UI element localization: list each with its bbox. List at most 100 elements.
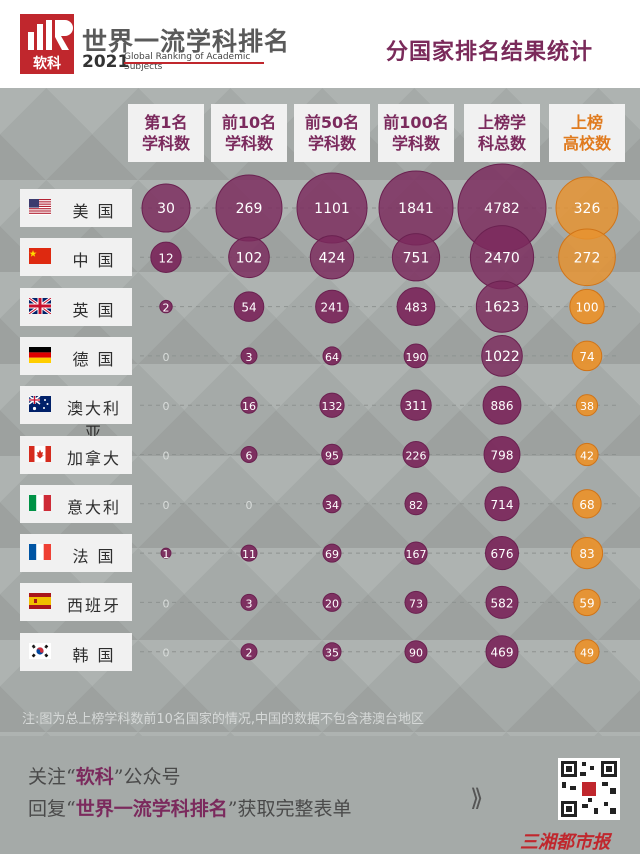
column-header-line2: 学科数 — [224, 134, 273, 153]
bubble-value-label: 54 — [241, 301, 256, 315]
brand-subtitle: Global Ranking of Academic Subjects — [124, 52, 251, 72]
footer-reply-text: 回复“世界一流学科排名”获取完整表单 — [28, 798, 352, 820]
column-header-line1: 前100名 — [383, 113, 449, 132]
bubble — [475, 280, 529, 333]
bubble — [228, 236, 270, 279]
country-name: 德 国 — [72, 349, 116, 369]
bubble — [322, 543, 342, 563]
column-header-line1: 前50名 — [304, 113, 360, 132]
country-name: 意大利 — [66, 497, 121, 517]
bubble — [391, 233, 441, 282]
column-header: 上榜 高校数 — [549, 104, 625, 162]
bubble-value-label: 272 — [574, 250, 601, 266]
bubble-value-label: 30 — [157, 201, 175, 217]
bubble — [404, 640, 428, 664]
bubble-value-label: 0 — [163, 400, 170, 413]
bubble-value-label: 0 — [163, 450, 170, 463]
bubble-value-label: 100 — [576, 301, 599, 315]
column-header: 前50名学科数 — [294, 104, 370, 162]
column-header: 前100名 学科数 — [378, 104, 454, 162]
bubble-value-label: 2 — [246, 647, 253, 660]
bubble-value-label: 0 — [163, 597, 170, 610]
bubble — [150, 241, 182, 273]
country-name: 美 国 — [72, 202, 116, 221]
country-name: 西班牙 — [66, 596, 121, 616]
bubble-value-label: 751 — [403, 250, 430, 266]
column-header: 前10名学科数 — [211, 104, 287, 162]
column-header-line1: 前10名 — [221, 113, 277, 132]
country-row-label: 德 国 — [20, 336, 132, 375]
bubble — [319, 392, 345, 418]
bubble — [233, 291, 265, 322]
bubble-value-label: 1 — [163, 548, 170, 561]
column-header: 第1名 学科数 — [128, 104, 204, 162]
bubble-value-label: 42 — [580, 450, 594, 463]
bubble-value-label: 0 — [163, 499, 170, 512]
bubble-value-label: 714 — [491, 498, 514, 512]
bubble — [404, 590, 428, 614]
bubble-value-label: 49 — [580, 647, 594, 660]
cn-flag-icon — [29, 248, 51, 265]
bubble-value-label: 132 — [322, 400, 343, 413]
bubble — [484, 486, 520, 522]
country-row-label: 加拿大 — [20, 435, 132, 474]
bubble — [404, 541, 428, 565]
bubble-value-label: 1022 — [484, 349, 520, 365]
bubble-value-label: 16 — [242, 400, 256, 413]
bubble — [400, 389, 432, 421]
bubble-value-label: 68 — [579, 498, 594, 512]
bubble-value-label: 3 — [246, 597, 253, 610]
bubble-value-label: 4782 — [484, 201, 520, 217]
column-header-line1: 第1名 — [144, 113, 188, 132]
bubble-value-label: 35 — [325, 647, 339, 660]
bubble — [240, 544, 258, 562]
bubble — [315, 289, 349, 324]
bubble-value-label: 469 — [491, 646, 514, 660]
bubble-value-label: 0 — [163, 351, 170, 364]
bubble — [402, 441, 430, 468]
bubble — [558, 228, 616, 287]
ca-flag-icon — [29, 445, 51, 462]
bubble-value-label: 582 — [491, 596, 514, 610]
footer: 关注“软科”公众号 回复“世界一流学科排名”获取完整表单 ⟫ 三湘都市报 — [0, 736, 640, 854]
country-name: 韩 国 — [72, 645, 116, 665]
bubble — [240, 347, 258, 365]
au-flag-icon — [28, 395, 51, 413]
qr-code[interactable] — [558, 758, 620, 820]
bubble-value-label: 83 — [579, 547, 594, 561]
bubble-value-label: 483 — [405, 301, 428, 315]
bubble-value-label: 34 — [325, 499, 339, 512]
arrow-right-icon: ⟫ — [470, 784, 484, 812]
bubble-value-label: 269 — [236, 201, 263, 217]
bubble-value-label: 69 — [325, 548, 339, 561]
bubble — [159, 299, 173, 314]
bubble — [481, 335, 523, 377]
bubble — [240, 593, 258, 611]
brand-year: 2021 — [82, 52, 130, 72]
bubble-value-label: 326 — [574, 201, 601, 217]
bubble-value-label: 1841 — [398, 201, 434, 217]
it-flag-icon — [29, 494, 51, 511]
column-header: 上榜学 科总数 — [464, 104, 540, 162]
bubble-value-label: 102 — [236, 250, 263, 266]
bubble — [322, 592, 342, 612]
bubble — [240, 396, 258, 414]
de-flag-icon — [29, 346, 51, 363]
bubble — [321, 443, 343, 466]
brand-title: 世界一流学科排名 — [82, 27, 291, 56]
column-header-line2: 学科数 — [307, 134, 356, 153]
fr-flag-icon — [29, 544, 51, 561]
bubble-value-label: 798 — [491, 449, 514, 463]
brand-underline — [124, 62, 264, 64]
bubble — [322, 642, 342, 662]
watermark: 三湘都市报 — [520, 832, 610, 853]
uk-flag-icon — [28, 296, 52, 315]
bubble-value-label: 0 — [163, 647, 170, 660]
bubble — [403, 343, 429, 369]
bubble-value-label: 241 — [321, 301, 344, 315]
bubble — [404, 492, 428, 516]
country-row-label: 美 国 — [20, 189, 132, 227]
bubble-value-label: 11 — [242, 548, 256, 561]
bubble — [322, 494, 342, 514]
